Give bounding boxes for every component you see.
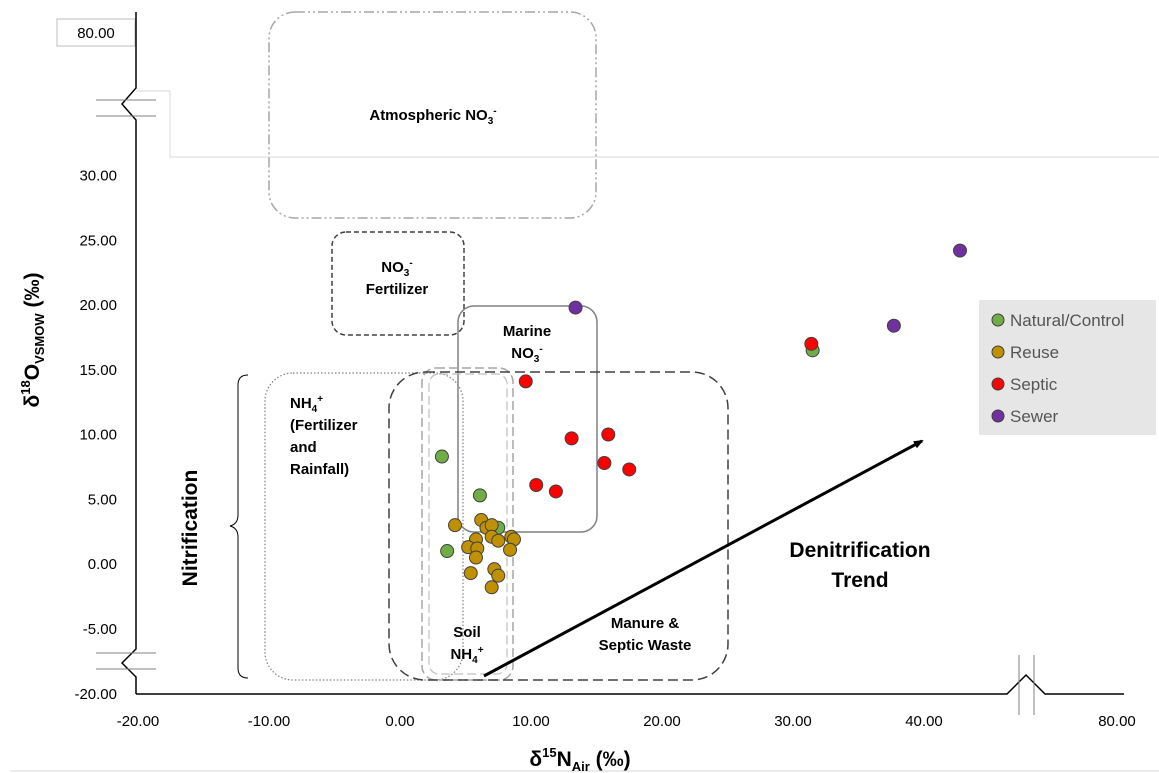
data-point — [472, 488, 487, 503]
y-tick-label: -5.00 — [83, 621, 117, 638]
region-nh4-outline — [264, 372, 464, 681]
x-tick-label: 80.00 — [1098, 713, 1136, 730]
data-point — [568, 300, 583, 315]
region-label: Atmospheric NO3- — [369, 106, 496, 127]
data-point — [484, 518, 499, 533]
region-label: NO3- — [511, 344, 542, 365]
data-point — [463, 566, 478, 581]
nitrification-label: Nitrification — [179, 470, 202, 587]
data-point — [491, 568, 506, 583]
data-point — [468, 550, 483, 565]
region-manure-outline — [388, 371, 729, 681]
x-tick-label: 0.00 — [385, 713, 414, 730]
x-tick-labels: -20.00 -10.00 0.00 10.00 20.00 30.00 40.00 80.0… — [117, 713, 1136, 730]
y-tick-label: 20.00 — [79, 297, 117, 314]
x-tick-label: 40.00 — [905, 713, 943, 730]
data-point — [622, 462, 637, 477]
region-label: Fertilizer — [366, 281, 429, 298]
region-label: Soil — [453, 624, 481, 641]
denitrification-label-line1: Denitrification — [789, 539, 930, 562]
y-axis — [96, 12, 171, 694]
data-point — [529, 478, 544, 493]
denitrification-annotation: Denitrification Trend — [483, 439, 931, 678]
region-label: Septic Waste — [599, 637, 692, 654]
x-tick-label: -10.00 — [248, 713, 291, 730]
y-tick-label: 15.00 — [79, 362, 117, 379]
data-point — [564, 431, 579, 446]
data-point — [518, 374, 533, 389]
legend-items: Natural/Control Reuse Septic Sewer — [991, 311, 1124, 426]
y-tick-label: 30.00 — [79, 168, 117, 185]
legend-marker — [991, 313, 1005, 327]
source-regions — [264, 11, 729, 681]
y-tick-label: 10.00 — [79, 427, 117, 444]
region-atmospheric-outline — [268, 11, 597, 219]
x-tick-label: 30.00 — [774, 713, 812, 730]
x-axis-line — [136, 673, 1124, 695]
y-break-label-box — [56, 18, 136, 47]
data-point — [601, 427, 616, 442]
data-point — [484, 580, 499, 595]
region-fertilizer-outline — [331, 231, 465, 336]
data-point — [597, 455, 612, 470]
region-label: NH4+ — [290, 394, 323, 415]
y-tick-label: -20.00 — [74, 686, 117, 703]
legend: Natural/Control Reuse Septic Sewer — [979, 300, 1156, 435]
data-point — [448, 518, 463, 533]
y-tick-labels: -20.00 -5.00 0.00 5.00 10.00 15.00 20.00 25.00 3… — [74, 168, 117, 704]
legend-label: Sewer — [1010, 407, 1059, 426]
legend-marker — [991, 377, 1005, 391]
region-label: Rainfall) — [290, 461, 349, 478]
x-tick-label: 10.00 — [512, 713, 550, 730]
region-labels: Atmospheric NO3- NO3- Fertilizer Marine NO3-… — [290, 106, 691, 666]
legend-label: Septic — [1010, 375, 1058, 394]
legend-box — [979, 300, 1156, 435]
x-tick-label: 20.00 — [643, 713, 681, 730]
nitrification-annotation: Nitrification — [179, 374, 249, 679]
x-axis-title: δ15NAir (‰) — [529, 745, 630, 773]
nitrification-bracket — [229, 374, 249, 679]
data-point — [503, 542, 518, 557]
region-label: Marine — [503, 323, 551, 340]
y-axis-line-top — [120, 12, 137, 694]
legend-marker — [991, 345, 1005, 359]
data-point — [548, 484, 563, 499]
region-label: (Fertilizer — [290, 417, 358, 434]
region-label: NO3- — [381, 258, 412, 279]
y-tick-label: 5.00 — [88, 491, 117, 508]
y-tick-label: 25.00 — [79, 232, 117, 249]
region-marine-outline — [457, 305, 598, 533]
region-label: and — [290, 439, 317, 456]
data-point — [434, 449, 449, 464]
legend-marker — [991, 409, 1005, 423]
region-soil-outline-inner — [428, 373, 508, 675]
legend-label: Reuse — [1010, 343, 1059, 362]
region-label: NH4+ — [450, 645, 483, 666]
legend-label: Natural/Control — [1010, 311, 1124, 330]
region-label: Manure & — [611, 615, 680, 632]
data-point — [953, 243, 967, 258]
x-axis — [136, 655, 1124, 715]
data-point — [491, 533, 506, 548]
denitrification-label-line2: Trend — [831, 569, 888, 592]
data-point — [804, 336, 819, 351]
y-axis-title: δ18OVSMOW (‰) — [18, 273, 47, 408]
data-point — [440, 544, 455, 559]
y-break-label: 80.00 — [77, 25, 115, 42]
denitrification-arrow — [483, 439, 924, 678]
data-points — [434, 243, 967, 595]
y-tick-label: 0.00 — [88, 556, 117, 573]
data-point — [886, 318, 901, 333]
y-break-panel — [136, 90, 171, 157]
x-tick-label: -20.00 — [117, 713, 160, 730]
